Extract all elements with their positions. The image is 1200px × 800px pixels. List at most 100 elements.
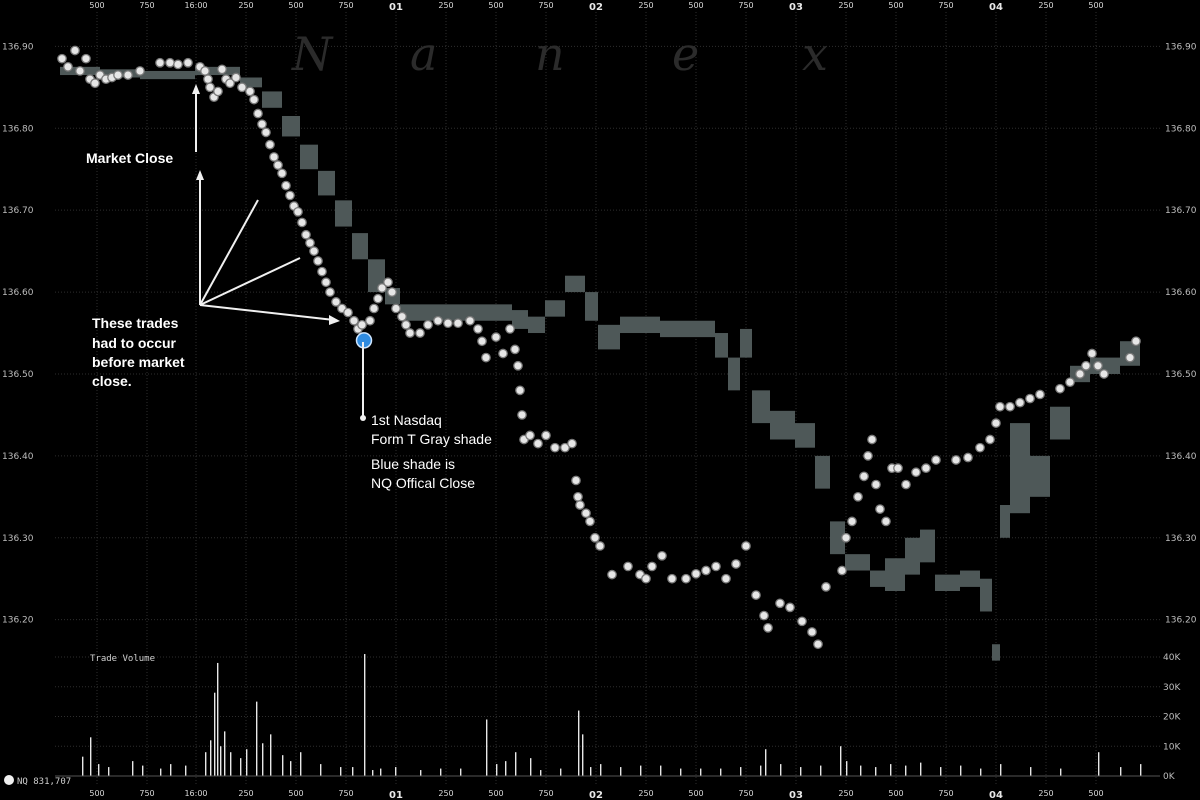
trade-point (1131, 336, 1141, 347)
trade-point (373, 293, 383, 304)
volume-bar (780, 764, 782, 776)
band-segment (318, 170, 335, 196)
trade-point (75, 66, 85, 76)
volume-bar (352, 767, 354, 776)
x-tick-label-top: 250 (638, 1, 653, 10)
trade-point (741, 541, 751, 551)
y-tick-label-right: 136.40 (1165, 452, 1197, 462)
band-segment (1050, 406, 1070, 440)
trade-arrowhead-vertical (196, 170, 204, 180)
trade-point (305, 238, 315, 248)
trade-points (57, 45, 1141, 650)
trade-point (423, 319, 433, 330)
x-tick-label-bottom: 750 (139, 789, 154, 798)
band-segment (830, 521, 845, 555)
trade-point (623, 561, 633, 572)
volume-bar (960, 765, 962, 776)
trade-point (200, 66, 210, 76)
trade-point (1025, 393, 1035, 404)
volume-bar (660, 765, 662, 776)
band-segment (352, 233, 368, 260)
trade-point (1081, 360, 1091, 371)
x-tick-label-bottom: 500 (89, 789, 104, 798)
band-segment (1000, 505, 1010, 538)
trade-point (541, 430, 551, 441)
trade-point (81, 53, 91, 64)
trade-point (281, 180, 291, 191)
volume-bar (800, 767, 802, 776)
band-segment (935, 574, 960, 592)
band-segment (545, 300, 565, 317)
band-segment (700, 320, 715, 338)
trade-point (881, 516, 891, 527)
volume-bar (920, 762, 922, 776)
x-tick-label-bottom: 01 (389, 790, 403, 800)
volume-bar (282, 755, 284, 776)
trades-note-line-4: close. (92, 373, 132, 389)
trade-point (1093, 360, 1103, 371)
trade-point (1099, 369, 1109, 379)
trade-point (585, 516, 595, 527)
y-tick-label-left: 136.20 (2, 616, 34, 626)
trade-point (90, 78, 100, 89)
y-tick-label-right: 136.50 (1165, 370, 1197, 380)
trade-arrow-line (199, 199, 259, 306)
trade-point (931, 455, 941, 465)
watermark-letter: n (535, 27, 565, 81)
volume-bar (765, 749, 767, 776)
band-segment (300, 144, 318, 170)
trade-point (510, 344, 520, 355)
trade-point (405, 328, 415, 338)
volume-bar (217, 662, 219, 776)
trade-point (595, 541, 605, 551)
volume-bar (340, 767, 342, 776)
trade-point (1125, 352, 1135, 363)
trade-point (867, 434, 877, 445)
trade-point (575, 500, 585, 510)
x-tick-label-top: 750 (139, 1, 154, 10)
market-close-label: Market Close (86, 150, 173, 166)
x-tick-label-bottom: 750 (938, 789, 953, 798)
trade-point (525, 430, 535, 441)
volume-bar (82, 756, 84, 776)
volume-bar (578, 710, 580, 776)
band-segment (905, 537, 920, 575)
volume-bar (290, 761, 292, 776)
volume-bar (395, 767, 397, 776)
trade-point (573, 491, 583, 502)
volume-bar (740, 767, 742, 776)
trade-point (387, 287, 397, 297)
trade-point (57, 53, 67, 64)
trade-point (691, 568, 701, 579)
trade-point (667, 573, 677, 584)
volume-bar (940, 767, 942, 776)
y-tick-label-right: 136.60 (1165, 288, 1197, 298)
volume-bar (980, 768, 982, 776)
volume-bar (760, 765, 762, 776)
y-tick-label-right: 136.30 (1165, 534, 1197, 544)
volume-bar (270, 734, 272, 776)
trade-point (285, 190, 295, 201)
trade-arrow-line (199, 257, 301, 306)
volume-bar (875, 767, 877, 776)
trade-point (325, 287, 335, 297)
band-segment (585, 292, 598, 321)
trades-note-line-2: had to occur (92, 335, 177, 351)
band-segment (262, 91, 282, 108)
trade-point (813, 639, 823, 650)
x-tick-label-bottom: 500 (888, 789, 903, 798)
trade-point (1065, 377, 1075, 388)
watermark-letter: a (410, 27, 437, 81)
x-tick-label-top: 500 (888, 1, 903, 10)
trade-point (491, 332, 501, 342)
trade-point (995, 401, 1005, 412)
volume-tick-label: 40K (1163, 653, 1181, 663)
x-tick-label-top: 500 (1088, 1, 1103, 10)
trade-point (711, 561, 721, 572)
annotation-arrows (192, 84, 366, 421)
volume-bar (640, 765, 642, 776)
trade-point (213, 86, 223, 97)
blue-close-line-1: Blue shade is (371, 456, 455, 472)
x-tick-label-bottom: 250 (638, 789, 653, 798)
